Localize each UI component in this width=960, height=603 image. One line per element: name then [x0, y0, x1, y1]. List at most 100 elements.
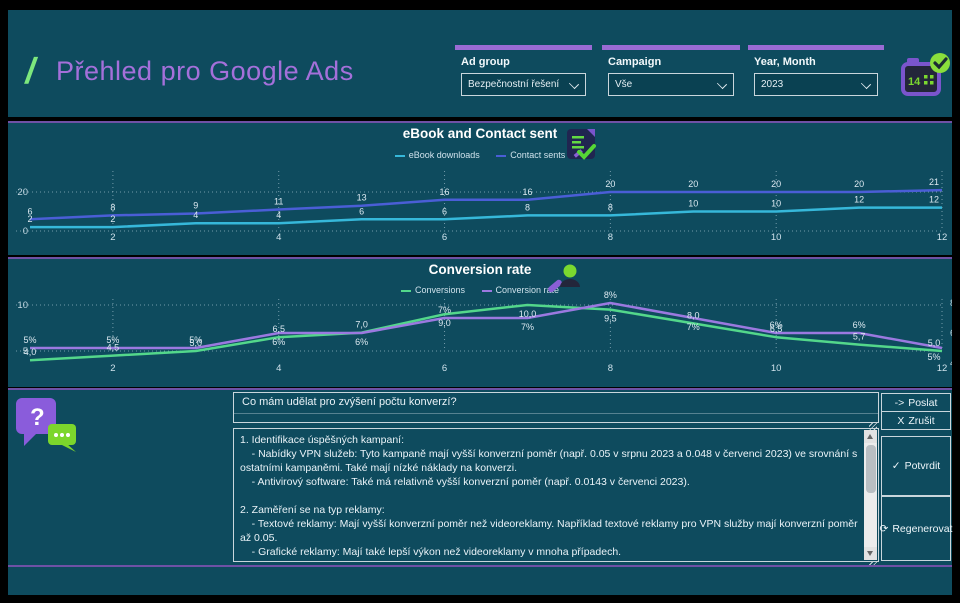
title-slash-decoration: / [22, 50, 40, 91]
data-label: 10,0 [519, 309, 537, 319]
filter-accent-bar [602, 45, 740, 50]
data-label: 16 [522, 187, 532, 197]
data-label: 9,0 [438, 318, 451, 328]
legend-item[interactable]: Conversion rate [481, 285, 559, 295]
data-label: 6,5 [272, 324, 285, 334]
svg-text:14: 14 [908, 76, 921, 88]
data-label: 20 [771, 179, 781, 189]
chevron-down-icon[interactable] [568, 78, 580, 90]
cancel-button[interactable]: X Zrušit [881, 411, 951, 430]
x-axis-tick: 2 [110, 232, 115, 243]
data-label: 5% [189, 335, 202, 345]
data-label: 7% [438, 305, 451, 315]
data-label: 8,0 [687, 310, 700, 320]
data-label: 6% [770, 320, 783, 330]
filter-accent-bar [748, 45, 884, 50]
campaign-selected-value: Vše [615, 79, 633, 90]
data-label: 7% [521, 322, 534, 332]
x-axis-tick: 8 [608, 363, 613, 374]
data-label: 20 [854, 179, 864, 189]
x-axis-tick: 6 [442, 363, 447, 374]
chevron-down-icon[interactable] [860, 78, 872, 90]
data-label: 2 [110, 214, 115, 224]
data-label: 20 [688, 179, 698, 189]
svg-text:?: ? [30, 404, 45, 431]
year-month-dropdown[interactable]: 2023 [754, 73, 878, 96]
data-label: 4 [276, 210, 281, 220]
legend-swatch-icon [481, 289, 492, 292]
chart-legend: Conversions Conversion rate [8, 285, 952, 295]
data-label: 9 [193, 201, 198, 211]
data-label: 21 [929, 177, 939, 187]
data-label: 8 [525, 202, 530, 212]
x-axis-tick: 8 [608, 232, 613, 243]
data-label: 5% [927, 352, 940, 362]
ad-group-dropdown[interactable]: Bezpečnostní řešení [461, 73, 586, 96]
close-x-icon: X [897, 414, 905, 427]
data-label: 20 [605, 179, 615, 189]
data-label: 4,0 [24, 347, 37, 357]
chart-panel-ebook-contact: eBook and Contact sent eBook downloads C… [8, 121, 952, 255]
chart-title: Conversion rate [428, 262, 532, 277]
data-label: 7,0 [355, 320, 368, 330]
filter-card-year-month: Year, Month 2023 [748, 45, 884, 107]
chevron-down-icon[interactable] [716, 78, 728, 90]
legend-item[interactable]: Contact sents [496, 150, 565, 160]
data-label: 6 [359, 206, 364, 216]
right-axis-tick: 6% [950, 328, 952, 339]
right-axis-tick: 8% [950, 298, 952, 309]
legend-item[interactable]: Conversions [400, 285, 465, 295]
data-label: 7% [687, 322, 700, 332]
data-label: 10 [771, 199, 781, 209]
data-label: 2 [27, 214, 32, 224]
campaign-dropdown[interactable]: Vše [608, 73, 734, 96]
data-label: 5% [23, 335, 36, 345]
y-axis-tick: 5 [23, 346, 28, 357]
data-label: 5,7 [853, 332, 866, 342]
checkmark-icon: ✓ [891, 460, 901, 472]
legend-item[interactable]: eBook downloads [394, 150, 480, 160]
answer-text[interactable]: 1. Identifikace úspěšných kampaní: - Nab… [240, 434, 858, 558]
conversion-rate-line-chart: 10 5 8% 6% 4% 2 4 6 8 10 12 4,0 4,5 5,0 6,5 7,0 9,0 10,0 9… [16, 290, 952, 374]
x-axis-tick: 12 [937, 363, 948, 374]
scrollbar-thumb[interactable] [865, 445, 876, 493]
data-label: 8 [608, 202, 613, 212]
data-label: 9,5 [604, 314, 617, 324]
y-axis-tick: 10 [17, 300, 28, 311]
x-axis-tick: 10 [771, 363, 782, 374]
filter-label: Campaign [608, 56, 662, 68]
filter-card-campaign: Campaign Vše [602, 45, 740, 107]
data-label: 6 [442, 206, 447, 216]
qa-panel: ? Co mám udělat pro zvýšení počtu konver… [8, 388, 952, 570]
data-label: 4 [193, 210, 198, 220]
filter-accent-bar [455, 45, 592, 50]
x-axis-tick: 2 [110, 363, 115, 374]
confirm-button[interactable]: ✓ Potvrdit [881, 436, 951, 496]
scrollbar[interactable] [864, 430, 877, 560]
data-label: 5% [106, 335, 119, 345]
filter-label: Ad group [461, 56, 510, 68]
scroll-down-icon[interactable] [864, 547, 877, 560]
scroll-up-icon[interactable] [864, 430, 877, 443]
legend-swatch-icon [400, 289, 411, 292]
data-label: 8 [110, 202, 115, 212]
data-label: 13 [357, 193, 367, 203]
data-label: 6% [853, 320, 866, 330]
page-title: Přehled pro Google Ads [56, 56, 354, 86]
data-label: 6% [355, 337, 368, 347]
data-label: 11 [274, 197, 283, 207]
data-label: 6% [272, 337, 285, 347]
send-button[interactable]: -> Poslat [881, 393, 951, 412]
question-input[interactable]: Co mám udělat pro zvýšení počtu konverzí… [233, 392, 879, 423]
chart-title: eBook and Contact sent [402, 126, 558, 141]
chart-legend: eBook downloads Contact sents [8, 150, 952, 160]
question-chat-icon: ? [16, 398, 76, 452]
filter-label: Year, Month [754, 56, 816, 68]
legend-swatch-icon [394, 154, 405, 157]
data-label: 12 [929, 195, 939, 205]
x-axis-tick: 4 [276, 232, 281, 243]
legend-swatch-icon [496, 154, 507, 157]
resize-handle[interactable] [869, 423, 877, 431]
regenerate-button[interactable]: ⟳ Regenerovat [880, 496, 952, 561]
header-panel: / Přehled pro Google Ads Ad group Bezpeč… [8, 10, 952, 117]
